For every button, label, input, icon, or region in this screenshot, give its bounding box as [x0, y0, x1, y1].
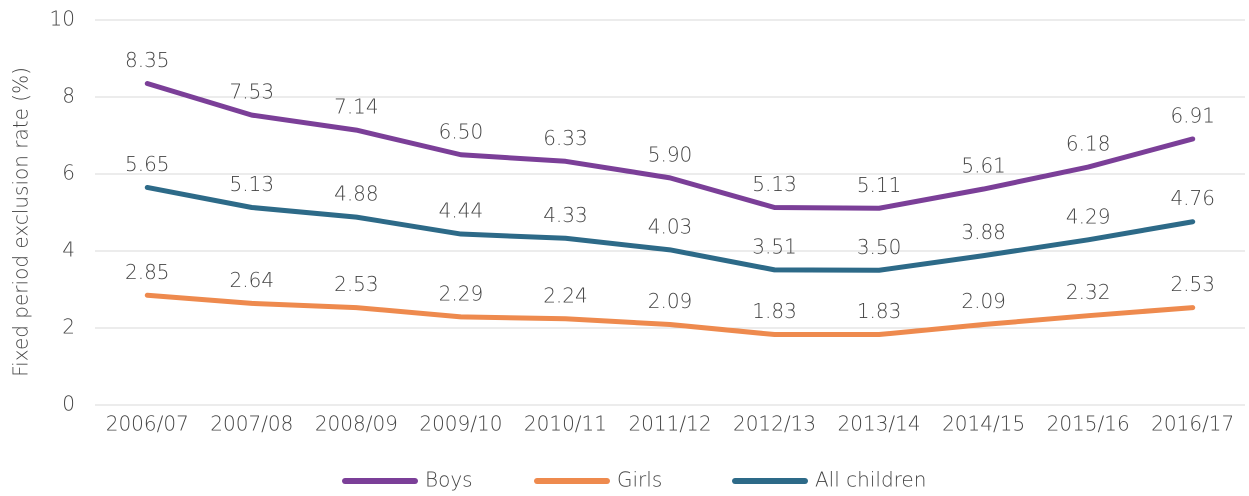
- x-tick-label: 2007/08: [210, 412, 293, 436]
- x-tick-label: 2016/17: [1151, 412, 1234, 436]
- y-axis-label: Fixed period exclusion rate (%): [9, 67, 33, 377]
- data-label: 6.18: [1066, 132, 1111, 156]
- data-label: 5.11: [857, 173, 902, 197]
- data-label: 3.50: [857, 235, 902, 259]
- data-label: 4.44: [439, 199, 484, 223]
- data-label: 2.85: [125, 260, 170, 284]
- data-label: 8.35: [125, 48, 170, 72]
- data-label: 7.14: [334, 95, 379, 119]
- data-label: 6.91: [1170, 103, 1215, 127]
- data-label: 2.09: [961, 289, 1006, 313]
- y-tick-label: 8: [62, 84, 75, 108]
- y-tick-label: 6: [62, 161, 75, 185]
- series-line: [144, 292, 1196, 338]
- data-label: 2.53: [334, 272, 379, 296]
- x-tick-label: 2015/16: [1047, 412, 1130, 436]
- data-label: 7.53: [230, 80, 275, 104]
- data-label: 2.09: [648, 289, 693, 313]
- x-tick-label: 2010/11: [524, 412, 607, 436]
- y-tick-label: 10: [50, 7, 75, 31]
- data-label: 1.83: [857, 299, 902, 323]
- series-line: [144, 81, 1196, 211]
- data-label: 5.65: [125, 152, 170, 176]
- data-label: 5.13: [230, 172, 275, 196]
- data-label: 2.64: [230, 268, 275, 292]
- data-label: 6.33: [543, 126, 588, 150]
- x-tick-label: 2014/15: [942, 412, 1025, 436]
- x-tick-label: 2011/12: [628, 412, 711, 436]
- data-label: 4.33: [543, 203, 588, 227]
- x-tick-label: 2008/09: [315, 412, 398, 436]
- data-label: 4.03: [648, 214, 693, 238]
- data-label: 4.29: [1066, 204, 1111, 228]
- data-label: 6.50: [439, 119, 484, 143]
- data-label: 5.90: [648, 142, 693, 166]
- legend-label: Boys: [425, 468, 473, 492]
- x-tick-label: 2012/13: [733, 412, 816, 436]
- data-label: 2.32: [1066, 280, 1111, 304]
- data-label: 1.83: [752, 299, 797, 323]
- x-tick-label: 2013/14: [838, 412, 921, 436]
- y-tick-label: 4: [62, 238, 75, 262]
- data-label: 4.88: [334, 182, 379, 206]
- legend-label: Girls: [617, 468, 662, 492]
- data-label: 5.13: [752, 172, 797, 196]
- data-label: 5.61: [961, 154, 1006, 178]
- data-label: 4.76: [1170, 186, 1215, 210]
- y-tick-label: 2: [62, 315, 75, 339]
- legend-label: All children: [815, 468, 926, 492]
- data-label: 3.88: [961, 220, 1006, 244]
- data-label: 3.51: [752, 234, 797, 258]
- y-tick-label: 0: [62, 392, 75, 416]
- data-label: 2.29: [439, 281, 484, 305]
- data-label: 2.53: [1170, 272, 1215, 296]
- x-tick-label: 2006/07: [106, 412, 189, 436]
- data-label: 2.24: [543, 283, 588, 307]
- series-line: [144, 184, 1196, 273]
- x-tick-label: 2009/10: [419, 412, 502, 436]
